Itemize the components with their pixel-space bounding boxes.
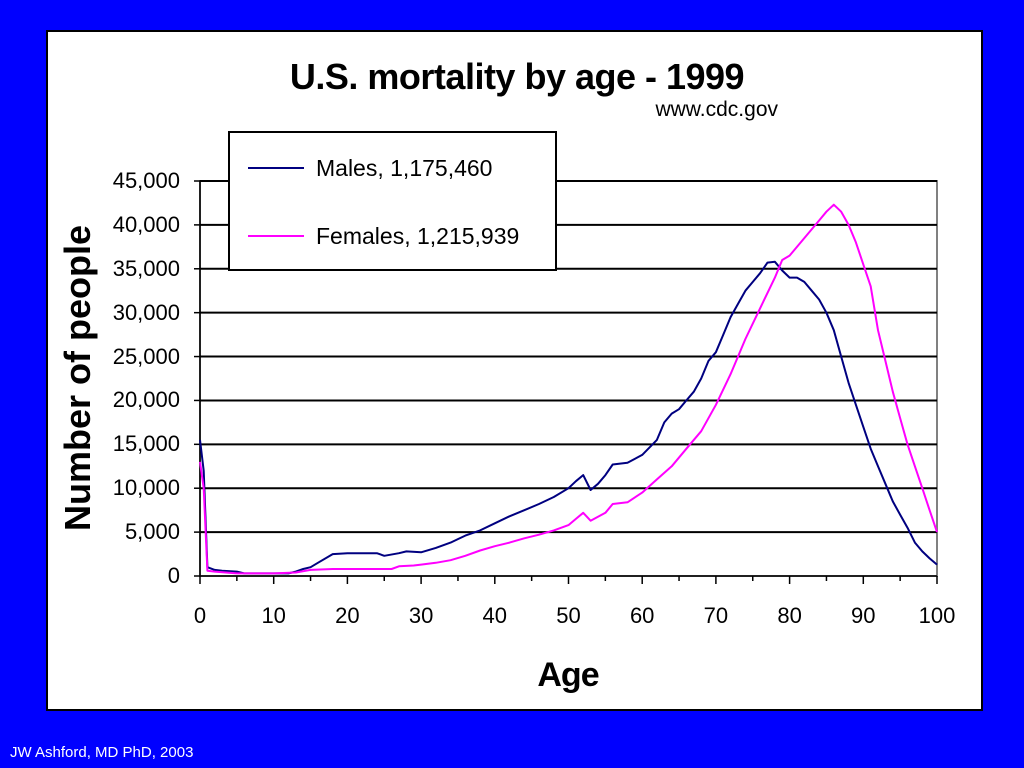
legend-label-males: Males, 1,175,460: [316, 154, 493, 181]
y-tick-label: 0: [167, 563, 180, 588]
x-tick-label: 50: [556, 603, 581, 628]
x-tick-label: 20: [335, 603, 360, 628]
series-line-males: [199, 260, 938, 575]
chart-title: U.S. mortality by age - 1999: [289, 56, 745, 97]
y-tick-label: 20,000: [112, 387, 180, 413]
x-tick-label: 40: [482, 603, 508, 628]
chart-legend: Males, 1,175,460 Females, 1,215,939: [228, 131, 557, 271]
x-tick-label: 60: [629, 603, 655, 628]
legend-item-females: Females, 1,215,939: [248, 221, 519, 251]
footer-credit: JW Ashford, MD PhD, 2003: [10, 744, 194, 761]
legend-swatch-males: [248, 167, 304, 169]
x-tick-label: 90: [851, 603, 876, 628]
x-axis-label: Age: [537, 656, 599, 694]
y-axis-label: Number of people: [57, 224, 98, 532]
y-tick-label: 35,000: [112, 255, 180, 281]
chart-source-label: www.cdc.gov: [655, 98, 778, 121]
x-tick-label: 0: [193, 603, 207, 628]
y-tick-label: 40,000: [112, 211, 180, 237]
y-tick-label: 30,000: [112, 299, 180, 325]
x-tick-label: 80: [777, 603, 802, 628]
x-tick-label: 70: [703, 603, 729, 628]
x-tick-label: 10: [261, 603, 286, 628]
y-tick-label: 15,000: [112, 431, 180, 457]
y-tick-label: 5,000: [124, 519, 180, 545]
y-tick-label: 10,000: [112, 475, 180, 501]
legend-item-males: Males, 1,175,460: [248, 153, 492, 183]
series-line-females: [199, 203, 938, 575]
x-tick-label: 100: [918, 603, 956, 628]
y-tick-label: 25,000: [112, 343, 180, 369]
legend-label-females: Females, 1,215,939: [316, 222, 520, 249]
legend-swatch-females: [248, 235, 304, 237]
x-tick-label: 30: [408, 603, 434, 628]
y-tick-label: 45,000: [112, 168, 180, 193]
